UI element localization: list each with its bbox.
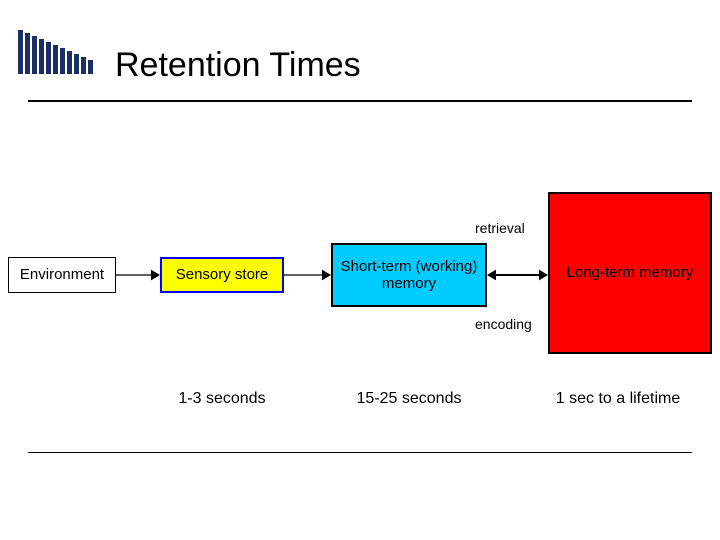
time-label-stm: 15-25 seconds [329, 390, 489, 408]
time-label-ltm: 1 sec to a lifetime [538, 390, 698, 408]
edge-sensory-stm [284, 270, 331, 281]
time-label-sensory: 1-3 seconds [142, 390, 302, 408]
annotation-encoding: encoding [475, 316, 532, 332]
edge-env-sensory [116, 270, 160, 281]
annotation-retrieval: retrieval [475, 220, 525, 236]
diagram-edges [0, 0, 720, 540]
edge-stm-ltm [487, 270, 548, 281]
slide: Retention Times EnvironmentSensory store… [0, 0, 720, 540]
